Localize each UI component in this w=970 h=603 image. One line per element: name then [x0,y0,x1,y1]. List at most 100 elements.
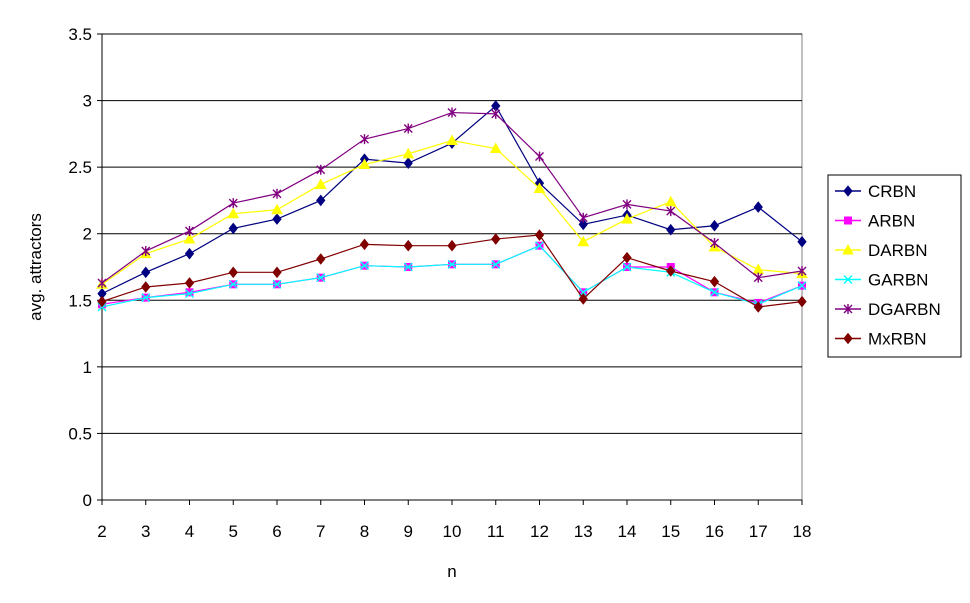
legend-marker-crbn [843,185,853,197]
data-point-dgarbn [710,238,719,249]
data-point-darbn [489,142,502,154]
data-point-dgarbn [797,265,807,276]
legend-marker-garbn [843,275,853,284]
data-point-crbn [272,213,282,225]
data-point-mxrbn [447,239,457,252]
legend-item-darbn: DARBN [835,241,928,260]
data-point-crbn [797,235,807,248]
gridlines [102,33,802,434]
data-point-dgarbn [535,151,544,162]
x-tick-label: 5 [229,522,238,541]
y-tick-label: 0 [83,491,92,510]
x-axis: 2 3 4 5 6 7 8 9 10 11 12 13 14 15 16 17 18 [97,499,812,541]
data-point-crbn [316,194,326,207]
data-point-darbn [577,235,590,247]
data-point-dgarbn [360,134,369,145]
x-tick-label: 7 [316,522,325,541]
legend-box [827,174,962,358]
y-axis-title: avg. attractors [26,213,45,321]
data-point-mxrbn [491,233,501,245]
data-point-crbn [228,222,238,235]
y-tick-label: 2.5 [68,158,92,177]
data-point-dgarbn [666,206,676,217]
data-point-garbn [710,287,719,297]
data-point-mxrbn [403,239,413,252]
data-point-arbn [185,288,194,297]
legend-item-dgarbn: DGARBN [835,300,941,319]
legend-item-arbn: ARBN [835,212,915,231]
legend-item-crbn: CRBN [835,182,916,201]
series-dgarbn [97,107,807,288]
legend-label-arbn: ARBN [868,212,915,231]
data-point-garbn [491,259,501,269]
data-point-crbn [578,218,588,231]
legend-label-darbn: DARBN [868,241,928,260]
x-tick-label: 11 [487,522,505,541]
data-point-garbn [228,279,238,289]
data-point-dgarbn [491,108,501,119]
x-tick-label: 18 [793,522,812,541]
data-point-garbn [403,262,413,272]
data-point-mxrbn [141,281,151,293]
data-point-mxrbn [316,253,326,265]
data-point-darbn [446,134,458,146]
x-tick-label: 17 [749,522,768,541]
legend-label-crbn: CRBN [868,182,916,201]
x-tick-label: 8 [360,522,369,541]
data-point-crbn [184,247,195,260]
y-tick-label: 3 [83,92,92,111]
data-point-garbn [797,281,807,291]
data-point-dgarbn [272,188,282,199]
x-tick-label: 13 [574,522,593,541]
series-darbn [96,134,808,289]
data-point-darbn [271,203,283,215]
data-point-crbn [403,157,413,169]
data-point-garbn [141,293,151,303]
legend-item-mxrbn: MxRBN [835,330,927,349]
data-point-crbn [709,219,720,232]
y-tick-label: 2 [83,225,92,244]
x-tick-label: 9 [404,522,413,541]
data-point-crbn [753,201,763,213]
x-tick-label: 16 [705,522,724,541]
data-point-mxrbn [534,229,545,241]
data-point-mxrbn [184,277,195,289]
legend-item-garbn: GARBN [835,271,928,290]
data-point-darbn [621,213,633,224]
data-point-darbn [183,233,196,244]
data-point-darbn [402,147,415,159]
data-point-garbn [447,259,457,269]
legend-label-mxrbn: MxRBN [868,330,927,349]
data-point-dgarbn [185,226,194,237]
data-point-garbn [535,241,544,251]
data-point-garbn [185,289,194,299]
x-tick-label: 3 [141,522,150,541]
data-point-garbn [272,279,282,289]
series-mxrbn [97,229,807,313]
series-lines [96,100,808,313]
legend-marker-dgarbn [843,304,853,314]
legend-marker-darbn [842,243,854,255]
legend-label-dgarbn: DGARBN [868,300,941,319]
data-point-mxrbn [753,301,763,313]
legend-label-garbn: GARBN [868,271,928,290]
data-point-darbn [664,195,677,207]
data-point-garbn [360,261,369,271]
y-tick-label: 1 [83,358,92,377]
data-point-dgarbn [97,277,107,288]
data-point-crbn [666,223,676,236]
data-point-darbn [533,182,546,193]
data-point-dgarbn [228,198,238,209]
data-point-mxrbn [272,266,282,279]
data-point-dgarbn [622,199,632,210]
x-tick-label: 12 [530,522,549,541]
x-tick-label: 6 [272,522,281,541]
data-point-dgarbn [753,272,763,283]
data-point-dgarbn [403,123,413,134]
legend-marker-mxrbn [843,332,853,345]
data-point-darbn [227,207,240,219]
y-tick-label: 3.5 [68,25,92,44]
y-tick-label: 1.5 [68,291,92,310]
data-point-dgarbn [578,212,588,223]
